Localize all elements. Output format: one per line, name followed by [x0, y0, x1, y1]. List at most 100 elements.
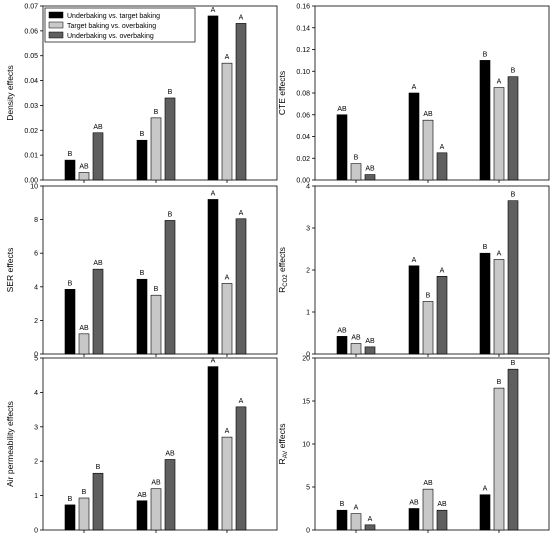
y-tick-label: 10 [30, 184, 38, 191]
bar [136, 278, 148, 355]
y-tick-label: 0.05 [24, 53, 38, 60]
y-tick-label: 0.00 [296, 178, 310, 185]
bar [164, 220, 176, 355]
y-tick-label: 0.06 [24, 28, 38, 35]
bar [64, 289, 76, 355]
y-tick-label: 2 [306, 268, 310, 275]
bar [78, 497, 90, 531]
bar [78, 172, 90, 181]
bar-letter-label: AB [351, 335, 361, 342]
bar-letter-label: A [440, 144, 445, 151]
bar [422, 301, 434, 355]
bar [221, 283, 233, 355]
bar-letter-label: B [168, 89, 173, 96]
y-tick-label: 0.03 [24, 103, 38, 110]
bar-letter-label: A [225, 428, 230, 435]
bar-letter-label: B [68, 280, 73, 287]
y-tick-label: 0.01 [24, 153, 38, 160]
bar-letter-label: AB [365, 166, 375, 173]
bar [507, 368, 519, 531]
bar [150, 488, 162, 531]
bar [493, 387, 505, 531]
legend-swatch [48, 11, 64, 19]
y-tick-label: 8 [34, 217, 38, 224]
bar [364, 524, 376, 531]
bar [235, 218, 247, 355]
bar-letter-label: B [96, 464, 101, 471]
bar-letter-label: A [497, 251, 502, 258]
bar-letter-label: A [211, 7, 216, 14]
bar [235, 406, 247, 531]
bar-letter-label: B [140, 270, 145, 277]
bar [479, 494, 491, 531]
y-tick-label: 0 [34, 528, 38, 535]
bar-letter-label: A [225, 54, 230, 61]
bar [92, 472, 104, 531]
y-tick-label: 0 [306, 352, 310, 359]
y-tick-label: 0.02 [24, 128, 38, 135]
legend-entry: Underbaking vs. overbaking [67, 33, 154, 40]
bar [493, 87, 505, 181]
legend-box [44, 7, 196, 43]
bar [436, 152, 448, 181]
bar-letter-label: AB [423, 480, 433, 487]
bar [436, 509, 448, 531]
y-tick-label: 2 [34, 318, 38, 325]
bar [422, 488, 434, 531]
y-tick-label: 1 [306, 310, 310, 317]
bar [350, 163, 362, 181]
bar-letter-label: AB [337, 106, 347, 113]
y-tick-label: 0 [306, 528, 310, 535]
bar-letter-label: A [239, 14, 244, 21]
bar [493, 259, 505, 355]
y-tick-label: 0.07 [24, 4, 38, 11]
legend: Underbaking vs. target baking Target baki… [44, 7, 196, 43]
bar-letter-label: AB [79, 164, 89, 171]
y-tick-label: 3 [306, 226, 310, 233]
bar [507, 76, 519, 181]
bar-letter-label: B [511, 68, 516, 75]
bar [336, 114, 348, 181]
y-tick-label: 5 [34, 356, 38, 363]
bar-letter-label: AB [365, 338, 375, 345]
bar-letter-label: B [483, 244, 488, 251]
bar [350, 343, 362, 355]
bar [136, 139, 148, 181]
y-tick-label: 3 [34, 424, 38, 431]
y-tick-label: 15 [302, 399, 310, 406]
bar [92, 132, 104, 181]
bar-letter-label: B [68, 496, 73, 503]
y-axis-label: SER effects [5, 248, 15, 293]
bar-letter-label: B [154, 286, 159, 293]
bar [64, 159, 76, 181]
bar-letter-label: B [82, 489, 87, 496]
y-tick-label: 0.10 [296, 69, 310, 76]
legend-entry: Target baking vs. overbaking [67, 23, 156, 30]
bar [207, 366, 219, 531]
bar-letter-label: AB [165, 450, 175, 457]
y-tick-label: 4 [34, 284, 38, 291]
y-axis-label: Air permeability effects [5, 401, 15, 487]
bar [364, 346, 376, 355]
panel-rav: 0 5 10 15 20 RAV effects B AB A A AB B A AB B [277, 356, 550, 535]
bar [150, 294, 162, 355]
bar [479, 252, 491, 355]
y-tick-label: 0.08 [296, 91, 310, 98]
legend-entry: Underbaking vs. target baking [67, 13, 160, 20]
bar-letter-label: AB [337, 327, 347, 334]
bar [150, 117, 162, 181]
bar-letter-label: B [68, 151, 73, 158]
bar-letter-label: B [511, 360, 516, 367]
y-tick-label: 20 [302, 356, 310, 363]
panel-density: 0.00 0.01 0.02 0.03 0.04 0.05 0.06 0.07 Density … [5, 4, 278, 185]
bar-letter-label: A [412, 84, 417, 91]
bar [408, 92, 420, 181]
y-tick-label: 1 [34, 493, 38, 500]
bar [221, 436, 233, 531]
bar-letter-label: A [368, 516, 373, 523]
y-tick-label: 0 [34, 352, 38, 359]
y-tick-label: 0.06 [296, 112, 310, 119]
bar-letter-label: A [354, 505, 359, 512]
bar-letter-label: AB [409, 500, 419, 507]
